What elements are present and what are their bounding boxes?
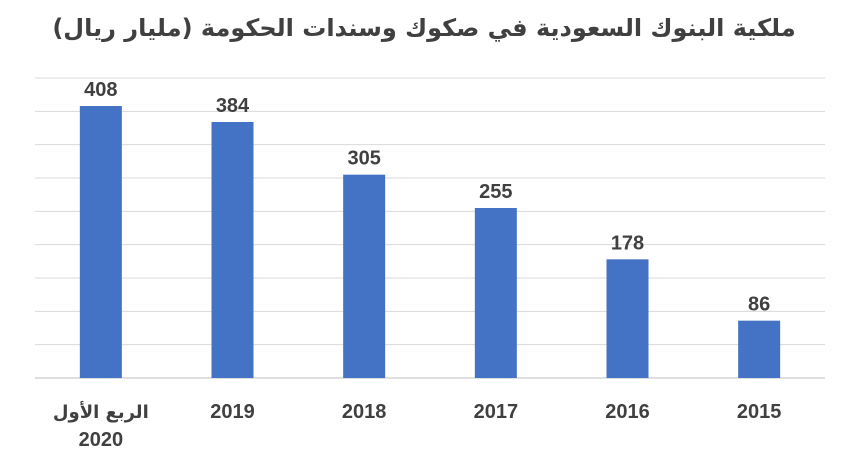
data-label-5: 86	[748, 294, 770, 316]
category-label-2: 2018	[342, 401, 387, 423]
bar-4	[606, 259, 649, 378]
bar-3	[474, 208, 517, 378]
bar-0	[79, 106, 122, 378]
category-label-3: 2017	[474, 401, 519, 423]
bar-1	[211, 122, 254, 378]
gridlines	[35, 77, 825, 379]
bar-2	[343, 174, 386, 378]
category-labels: الربع الأول 2020 2019 2018 2017 2016 2015	[53, 401, 781, 451]
data-label-3: 255	[479, 181, 512, 203]
category-label-0-line-0: الربع الأول	[53, 401, 149, 423]
category-label-4: 2016	[605, 401, 650, 423]
data-label-1: 384	[216, 95, 250, 117]
category-label-1: 2019	[210, 401, 255, 423]
bar-5	[738, 320, 781, 378]
data-label-2: 305	[347, 148, 380, 170]
chart-title: ملكية البنوك السعودية في صكوك وسندات الح…	[52, 14, 796, 42]
category-label-0-line-1: 2020	[79, 429, 124, 451]
data-label-4: 178	[611, 232, 644, 254]
category-label-5: 2015	[737, 401, 782, 423]
data-labels: 408 384 305 255 178 86	[84, 79, 770, 316]
data-label-0: 408	[84, 79, 117, 101]
bars	[79, 106, 781, 378]
